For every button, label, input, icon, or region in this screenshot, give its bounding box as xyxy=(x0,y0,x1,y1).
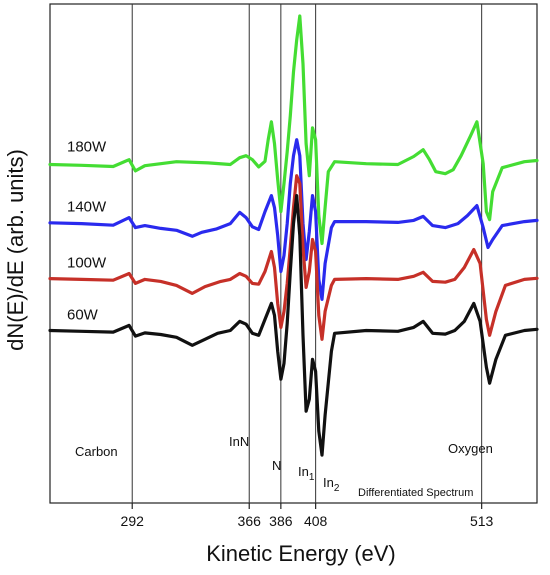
x-tick-label-513: 513 xyxy=(470,513,494,529)
series-line-60W xyxy=(48,194,539,457)
plot-frame xyxy=(49,3,538,504)
x-tick-label-292: 292 xyxy=(121,513,145,529)
annotation-in1-base: In xyxy=(298,464,309,479)
series-line-100W xyxy=(48,174,539,341)
series-label-60W: 60W xyxy=(67,306,99,323)
annotation-oxygen: Oxygen xyxy=(448,441,493,456)
annotation-inn: InN xyxy=(229,434,249,449)
annotation-in1-sub: 1 xyxy=(309,472,315,483)
y-axis-title: dN(E)/dE (arb. units) xyxy=(3,149,28,351)
x-tick-label-386: 386 xyxy=(269,513,293,529)
x-axis-title: Kinetic Energy (eV) xyxy=(206,541,396,566)
annotation-in2-sub: 2 xyxy=(334,483,340,494)
annotation-n: N xyxy=(272,458,281,473)
annotation-in1: In1 xyxy=(298,464,315,483)
series-label-140W: 140W xyxy=(67,199,107,216)
annotation-carbon: Carbon xyxy=(75,444,118,459)
series-label-100W: 100W xyxy=(67,254,107,271)
annotation-in2: In2 xyxy=(323,475,340,494)
annotation-differentiated-spectrum: Differentiated Spectrum xyxy=(358,487,473,499)
annotation-in2-base: In xyxy=(323,475,334,490)
series-label-180W: 180W xyxy=(67,139,107,156)
plot-area: 292 366 386 408 513 180W 140W 100W 60W xyxy=(48,3,539,529)
x-tick-label-408: 408 xyxy=(304,513,328,529)
x-tick-label-366: 366 xyxy=(238,513,262,529)
series-line-180W xyxy=(48,14,539,246)
series-line-140W xyxy=(48,138,539,301)
